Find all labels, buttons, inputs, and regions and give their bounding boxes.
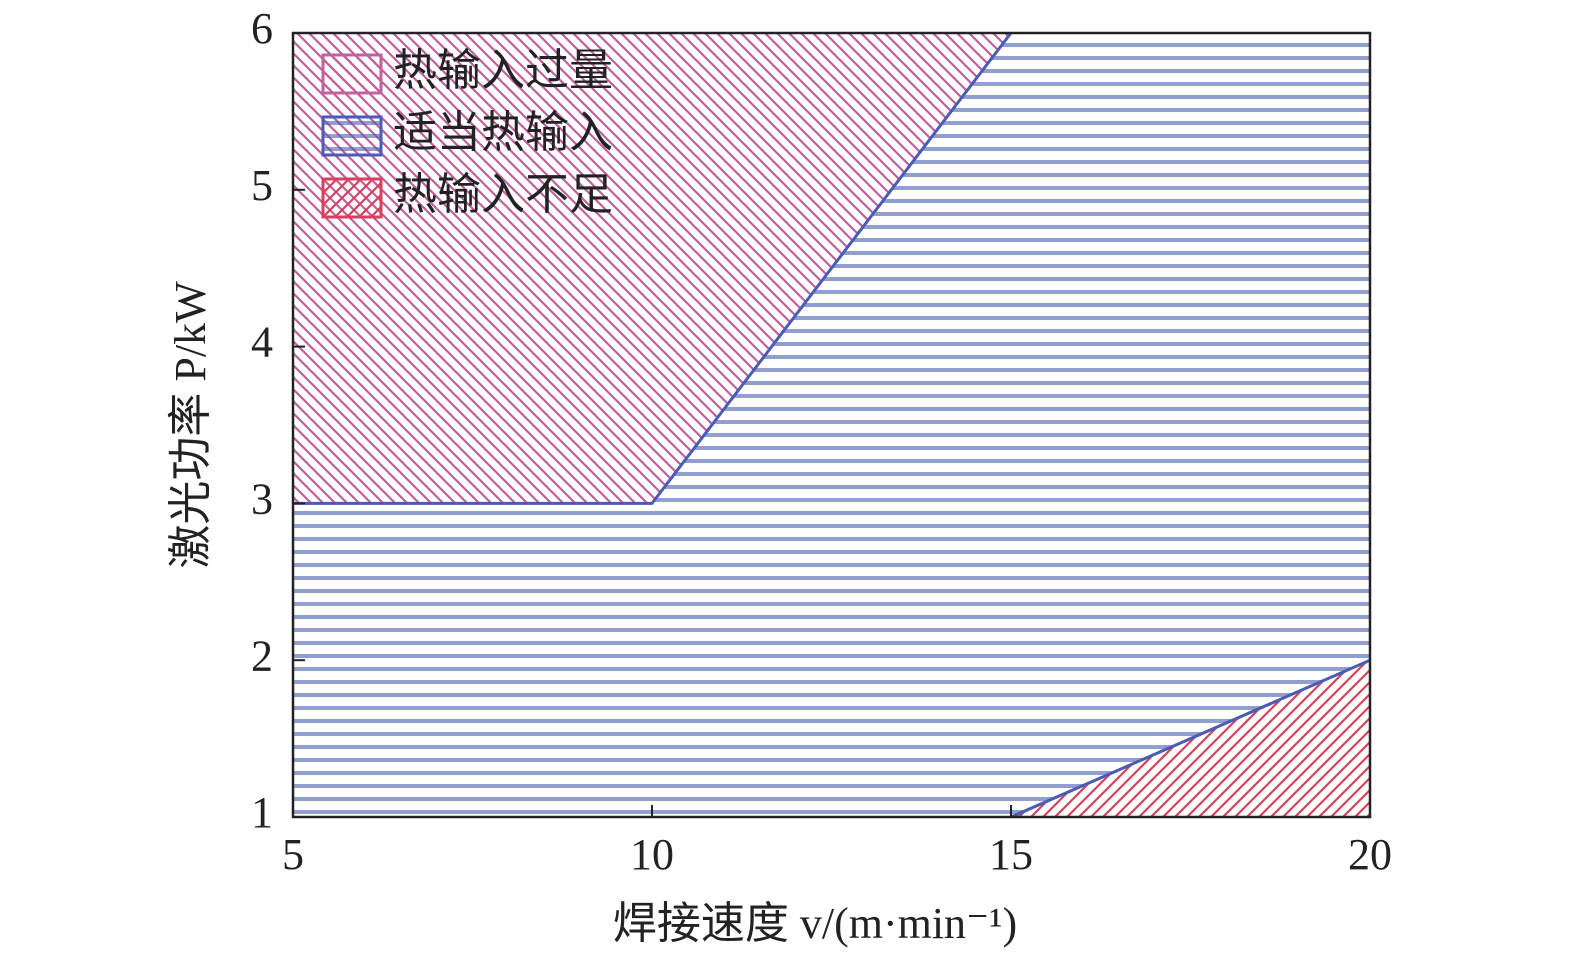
plot-frame (291, 31, 1372, 819)
y-tick-label: 4 (251, 318, 273, 367)
x-axis-label: 焊接速度 v/(m·min⁻¹) (613, 899, 1017, 948)
region-hatch (293, 33, 1011, 504)
legend-swatch (321, 177, 383, 219)
boundary-line (1010, 658, 1370, 817)
y-tick-label: 3 (251, 474, 273, 523)
x-tick-label: 20 (1348, 830, 1392, 879)
x-tick-label: 15 (989, 830, 1033, 879)
boundary-line (293, 33, 1013, 505)
legend-label: 热输入不足 (393, 170, 613, 219)
y-tick-label: 6 (251, 4, 273, 53)
legend-label: 热输入过量 (393, 46, 613, 95)
plot-area (293, 33, 1370, 817)
y-axis-label: 激光功率 P/kW (166, 281, 215, 569)
legend-label: 适当热输入 (393, 108, 613, 157)
x-tick-label: 10 (630, 830, 674, 879)
y-tick-label: 5 (251, 161, 273, 210)
y-tick-label: 1 (251, 788, 273, 837)
legend-swatch (321, 115, 383, 157)
y-tick-label: 2 (251, 631, 273, 680)
legend-swatch (321, 53, 383, 95)
x-tick-label: 5 (282, 830, 304, 879)
